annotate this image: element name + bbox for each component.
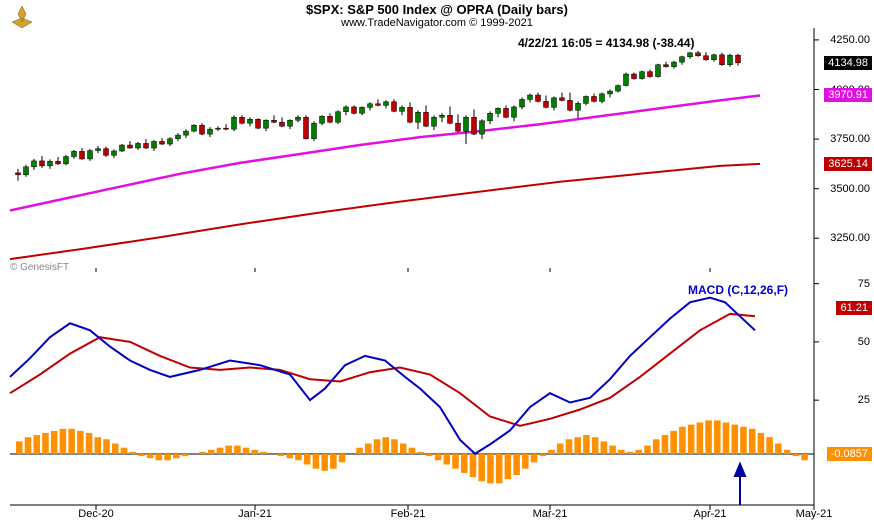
chart-svg [0, 0, 874, 522]
macd-tick-label: 50 [858, 336, 870, 348]
macd-tick-label: 25 [858, 394, 870, 406]
y-tick-label: 3750.00 [830, 133, 870, 145]
y-tick-label: 4250.00 [830, 34, 870, 46]
x-tick-label: Apr-21 [693, 508, 726, 520]
y-tick-label: 3250.00 [830, 232, 870, 244]
x-tick-label: Jan-21 [238, 508, 272, 520]
x-tick-label: Feb-21 [391, 508, 426, 520]
price-tag: 3970.91 [824, 88, 872, 102]
x-tick-label: Mar-21 [533, 508, 568, 520]
price-tag: 3625.14 [824, 157, 872, 171]
chart-container: $SPX: S&P 500 Index @ OPRA (Daily bars) … [0, 0, 874, 522]
y-tick-label: 3500.00 [830, 183, 870, 195]
macd-tick-label: 75 [858, 278, 870, 290]
macd-tag: -0.0857 [827, 447, 872, 461]
price-tag: 4134.98 [824, 56, 872, 70]
x-tick-label: Dec-20 [78, 508, 113, 520]
macd-tag: 61.21 [836, 301, 872, 315]
x-tick-label: May-21 [796, 508, 833, 520]
